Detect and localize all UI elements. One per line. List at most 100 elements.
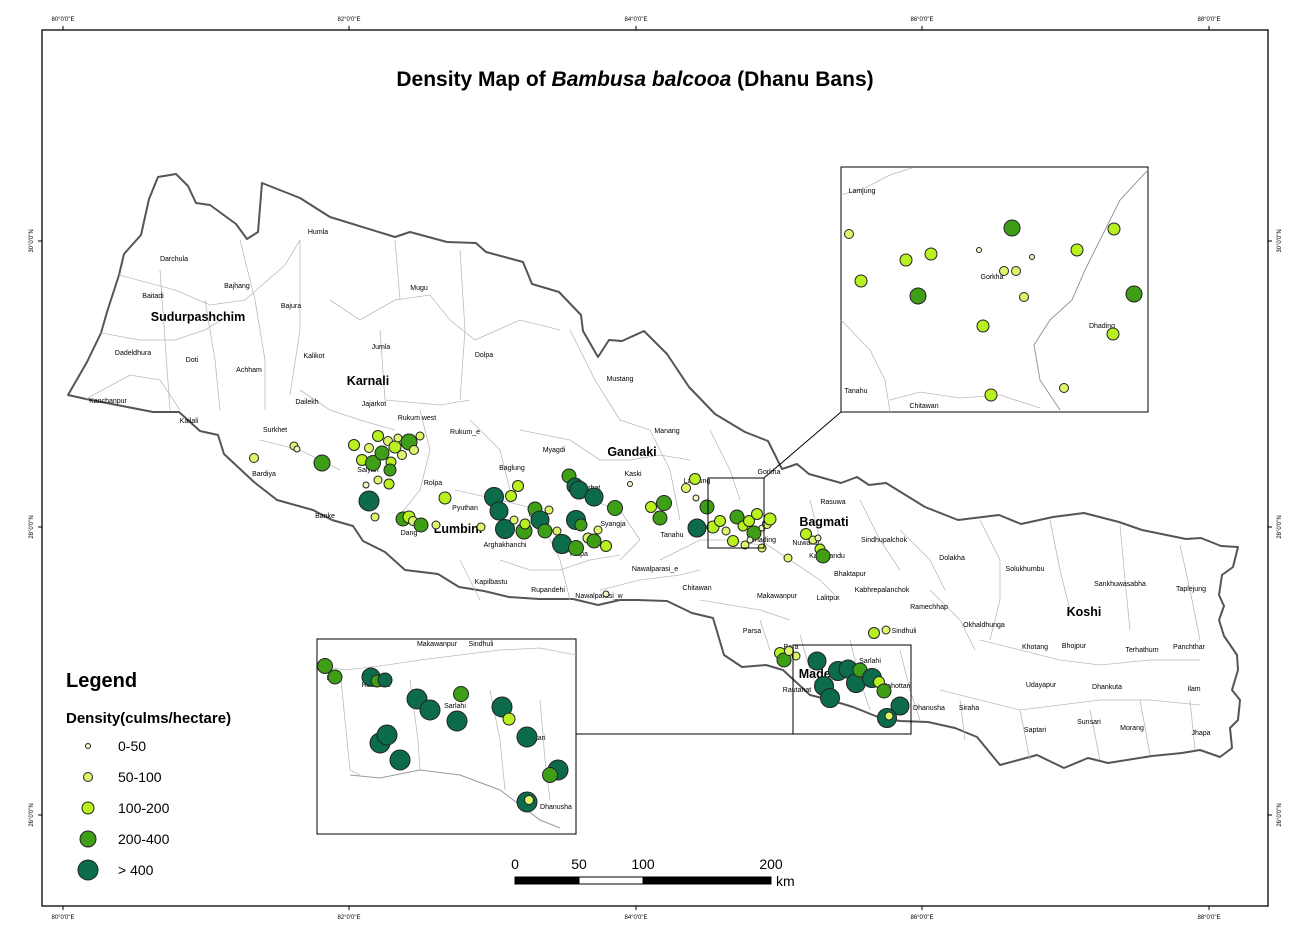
density-point — [370, 512, 380, 522]
density-point — [362, 481, 370, 489]
density-points-main — [249, 430, 910, 728]
density-point — [602, 590, 610, 598]
district-label: Jumla — [372, 344, 391, 351]
district-label: Gorkha — [758, 469, 781, 476]
density-point — [1059, 383, 1069, 393]
density-point — [1003, 219, 1021, 237]
nepal-outline — [67, 173, 1241, 769]
scale-bar: 0 50 100 200 km — [511, 856, 795, 889]
district-label: Dhading — [750, 537, 776, 544]
density-point — [820, 688, 840, 708]
density-point — [743, 515, 755, 527]
density-point — [844, 229, 854, 239]
district-label: Bajhang — [224, 283, 250, 290]
density-point — [476, 522, 486, 532]
density-point — [909, 287, 927, 305]
district-label: Baglung — [499, 465, 525, 472]
inset-bottom-label: Sarlahi — [444, 703, 466, 710]
density-point — [593, 525, 603, 535]
density-point — [776, 652, 792, 668]
district-label: Jajarkot — [362, 401, 387, 408]
density-point — [645, 501, 657, 513]
lon-label-82-bottom: 82°0'0"E — [337, 915, 360, 921]
district-label: Sarlahi — [859, 658, 881, 665]
density-point — [552, 526, 562, 536]
legend-symbol-gt-400 — [77, 859, 99, 881]
district-label: Nawalparasi_w — [575, 593, 623, 600]
province-label-bagmati: Bagmati — [799, 515, 848, 529]
density-point — [751, 508, 763, 520]
density-point — [884, 711, 894, 721]
district-label: Kaski — [624, 471, 642, 478]
density-point — [516, 726, 538, 748]
scale-segment — [514, 876, 580, 885]
inset-top-label: Gorkha — [981, 274, 1004, 281]
density-point — [689, 473, 701, 485]
density-point — [453, 686, 469, 702]
district-label: Rautahat — [783, 687, 811, 694]
density-point — [783, 553, 793, 563]
district-label: Salyan — [357, 467, 379, 474]
density-point — [681, 483, 691, 493]
district-label: Sindhupalchok — [861, 537, 907, 544]
district-label: Khotang — [1022, 644, 1048, 651]
district-label: Sunsari — [1077, 719, 1101, 726]
scale-label-100: 100 — [631, 856, 655, 872]
district-label: Pyuthan — [452, 505, 478, 512]
district-label: Rasuwa — [820, 499, 845, 506]
lon-label-84-top: 84°0'0"E — [624, 17, 647, 23]
district-label: Dang — [401, 530, 418, 537]
density-point — [446, 710, 468, 732]
district-label: Mahottari — [881, 683, 911, 690]
density-point — [376, 724, 398, 746]
inset-top-leader — [763, 411, 842, 479]
legend-label: 100-200 — [118, 800, 170, 816]
district-label: Bhaktapur — [834, 571, 867, 578]
density-point — [383, 478, 395, 490]
legend-label: 200-400 — [118, 831, 170, 847]
lon-label-84-bottom: 84°0'0"E — [624, 915, 647, 921]
lat-label-26-left: 26°0'0"N — [29, 803, 35, 826]
legend-label: > 400 — [118, 862, 154, 878]
density-point — [524, 795, 534, 805]
density-point — [729, 509, 745, 525]
density-point — [413, 517, 429, 533]
density-point — [383, 463, 397, 477]
map-title-suffix: (Dhanu Bans) — [731, 68, 873, 91]
density-point — [800, 528, 812, 540]
density-point — [317, 658, 333, 674]
density-point — [544, 505, 554, 515]
density-point — [373, 475, 383, 485]
inset-bottom-label: Makawanpur — [417, 641, 458, 648]
district-label: Udayapur — [1026, 682, 1057, 689]
province-label-sudurpashchim: Sudurpashchim — [151, 310, 245, 324]
district-label: Arghakhanchi — [484, 542, 527, 549]
district-label: Dhankuta — [1092, 684, 1122, 691]
legend-symbol-0-50 — [85, 743, 91, 749]
district-label: Doti — [186, 357, 199, 364]
district-label: Rukum west — [398, 415, 437, 422]
density-point — [1107, 222, 1121, 236]
density-point — [574, 518, 588, 532]
inset-top-frame — [840, 166, 1149, 413]
lat-label-30-right: 30°0'0"N — [1277, 229, 1283, 252]
legend-symbol-100-200 — [81, 801, 95, 815]
lat-label-26-right: 26°0'0"N — [1277, 803, 1283, 826]
legend-symbol-50-100 — [83, 772, 93, 782]
district-label: Ramechhap — [910, 604, 948, 611]
inset-bottom-label: Dhanusha — [540, 804, 572, 811]
density-point — [409, 445, 419, 455]
district-label: Myagdi — [543, 447, 566, 454]
district-label: Tanahu — [661, 532, 684, 539]
density-point — [924, 247, 938, 261]
density-point — [699, 499, 715, 515]
legend-label: 0-50 — [118, 738, 146, 754]
density-point — [721, 526, 731, 536]
district-label: Morang — [1120, 725, 1144, 732]
district-label: Rupandehi — [531, 587, 565, 594]
lat-label-28-left: 28°0'0"N — [29, 515, 35, 538]
density-point — [687, 518, 707, 538]
density-point — [415, 431, 425, 441]
density-point — [1029, 254, 1035, 260]
district-label: Siraha — [959, 705, 979, 712]
